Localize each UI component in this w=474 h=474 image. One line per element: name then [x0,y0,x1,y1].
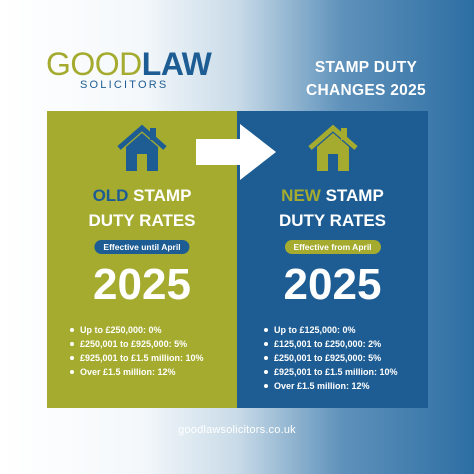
list-item: Over £1.5 million: 12% [70,365,204,379]
list-item: £925,001 to £1.5 million: 10% [264,365,398,379]
list-item: Over £1.5 million: 12% [264,379,398,393]
headline-line1: STAMP DUTY [314,59,418,76]
old-effective-badge: Effective until April [94,240,190,254]
list-item: £250,001 to £925,000: 5% [70,337,204,351]
old-rates-panel: OLD STAMP DUTY RATES Effective until Apr… [47,111,237,408]
new-panel-title-line2: DUTY RATES [278,211,387,230]
logo-good: GOOD [46,46,142,82]
new-title-rest: STAMP [320,186,384,205]
list-item: £250,001 to £925,000: 5% [264,351,398,365]
new-title-highlight: NEW [281,186,321,205]
old-panel-title: OLD STAMP [47,186,237,206]
logo: GOODLAW SOLICITORS [46,48,212,91]
website-url: goodlawsolicitors.co.uk [178,424,296,436]
old-title-rest: STAMP [128,186,192,205]
logo-subtitle: SOLICITORS [80,79,169,91]
logo-law: LAW [141,46,212,82]
old-title-highlight: OLD [92,186,129,205]
list-item: Up to £250,000: 0% [70,323,204,337]
list-item: £925,001 to £1.5 million: 10% [70,351,204,365]
new-panel-title: NEW STAMP [237,186,428,206]
house-icon [307,124,358,171]
list-item: Up to £125,000: 0% [264,323,398,337]
logo-wordmark: GOODLAW [46,48,212,80]
new-effective-badge: Effective from April [284,240,381,254]
headline: STAMP DUTY CHANGES 2025 [286,56,446,102]
new-rates-list: Up to £125,000: 0% £125,001 to £250,000:… [264,323,398,393]
new-year: 2025 [283,260,382,309]
old-year: 2025 [93,260,191,309]
new-rates-panel: NEW STAMP DUTY RATES Effective from Apri… [237,111,428,408]
arrow-right-icon [196,124,276,180]
list-item: £125,001 to £250,000: 2% [264,337,398,351]
house-icon [117,124,167,171]
old-rates-list: Up to £250,000: 0% £250,001 to £925,000:… [70,323,204,379]
old-panel-title-line2: DUTY RATES [88,211,196,230]
headline-line2: CHANGES 2025 [306,82,426,99]
